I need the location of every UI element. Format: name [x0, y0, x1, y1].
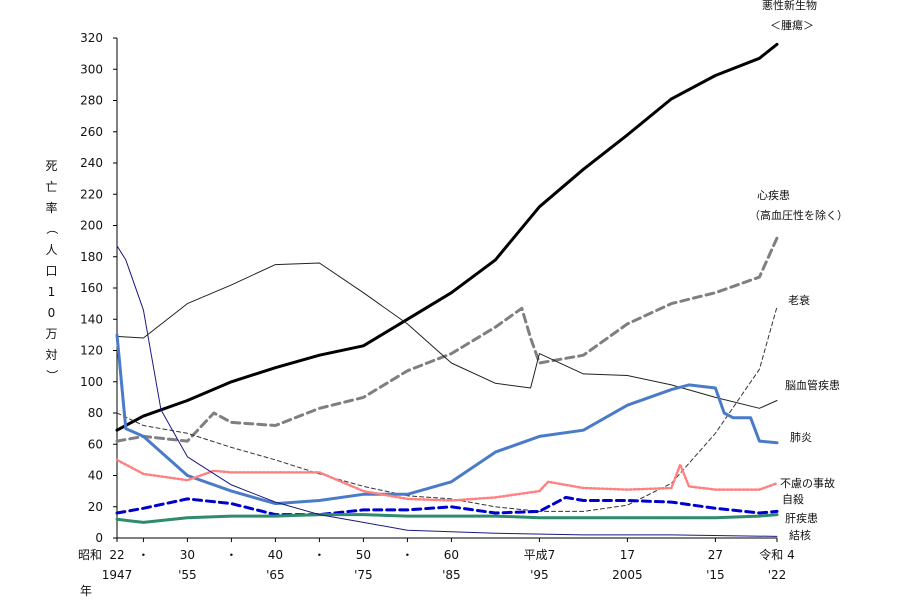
- series-line-2: [116, 306, 778, 512]
- y-axis-label-glyph: 口: [45, 264, 58, 278]
- x-tick-label-era: 60: [444, 548, 459, 562]
- y-tick-label: 300: [80, 62, 103, 76]
- y-tick-label: 320: [80, 31, 103, 45]
- x-tick-label-year: '15: [706, 568, 725, 582]
- y-axis-label-glyph: （: [45, 222, 59, 235]
- series-label-0: ＜腫瘍＞: [770, 18, 814, 32]
- x-tick-label-year: '22: [768, 568, 787, 582]
- y-tick-label: 0: [95, 531, 103, 545]
- series-label-3: 脳血管疾患: [785, 378, 840, 392]
- series-label-1: 心疾患: [757, 188, 790, 202]
- x-tick-label-era: ・: [137, 548, 149, 562]
- series-label-5: 不慮の事故: [780, 476, 835, 490]
- y-tick-label: 200: [80, 219, 103, 233]
- y-tick-label: 180: [80, 250, 103, 264]
- series-label-2: 老衰: [788, 293, 810, 307]
- y-tick-label: 220: [80, 187, 103, 201]
- x-tick-label-year: '55: [178, 568, 197, 582]
- y-tick-label: 40: [88, 469, 103, 483]
- series-lines: [115, 42, 779, 537]
- x-tick-label-era: 40: [268, 548, 283, 562]
- series-label-8: 結核: [789, 528, 811, 542]
- series-labels: 悪性新生物 ＜腫瘍＞ 心疾患 （高血圧性を除く） 老衰脳血管疾患肺炎不慮の事故自殺肝疾患…: [749, 0, 848, 542]
- series-label-0: 悪性新生物: [762, 0, 817, 12]
- y-axis-label-glyph: 亡: [45, 180, 58, 194]
- y-axis-label: 死亡率 （ 人口 1 0 万対 ）: [45, 159, 59, 383]
- x-tick-label-era: ・: [225, 548, 237, 562]
- series-line-8: [116, 245, 778, 537]
- y-axis-label-glyph: 率: [45, 200, 58, 215]
- x-tick-label-era: 22: [109, 548, 124, 562]
- x-tick-label-year: 2005: [612, 568, 643, 582]
- y-tick-label: 80: [88, 406, 103, 420]
- x-tick-label-era: 30: [180, 548, 195, 562]
- y-tick-label: 60: [88, 437, 103, 451]
- series-line-5: [115, 458, 779, 502]
- x-tick-label-era: 27: [708, 548, 723, 562]
- y-axis: 0 20 40 60 80 100 120 140 160 180 200 220 240 260 280 3…: [80, 31, 118, 545]
- x-tick-label-era: 17: [620, 548, 635, 562]
- x-tick-label-year: '65: [266, 568, 285, 582]
- y-axis-label-glyph: 0: [48, 306, 57, 320]
- y-tick-label: 140: [80, 312, 103, 326]
- y-axis-label-glyph: 対: [45, 348, 58, 362]
- x-tick-labels: 22 1947 ・ 30 '55 ・ 40 '65 ・ 50 '75 ・ 60 '85 平成7 '95 17 20…: [102, 538, 795, 582]
- y-tick-label: 240: [80, 156, 103, 170]
- series-line-4: [115, 333, 779, 506]
- x-axis-label: 年: [80, 584, 92, 598]
- x-tick-label-year: '85: [442, 568, 461, 582]
- y-axis-label-glyph: 死: [45, 159, 58, 173]
- y-tick-label: 160: [80, 281, 103, 295]
- y-axis-label-glyph: 1: [48, 285, 57, 299]
- x-tick-label-era: 令和 4: [759, 547, 794, 562]
- x-axis: 22 1947 ・ 30 '55 ・ 40 '65 ・ 50 '75 ・ 60 '85 平成7 '95 17 20…: [78, 537, 795, 598]
- series-label-1: （高血圧性を除く）: [749, 208, 848, 222]
- y-axis-label-glyph: 人: [45, 243, 58, 257]
- y-axis-label-glyph: ）: [45, 369, 59, 382]
- x-tick-label-era: ・: [313, 548, 325, 562]
- y-tick-label: 20: [88, 500, 103, 514]
- series-line-0: [115, 42, 779, 432]
- series-line-1: [115, 236, 779, 443]
- y-axis-label-glyph: 万: [45, 327, 58, 341]
- x-tick-label-era: 平成7: [524, 548, 556, 562]
- series-label-4: 肺炎: [790, 431, 812, 444]
- x-tick-label-year: '75: [354, 568, 373, 582]
- x-tick-label-year: 1947: [102, 568, 133, 582]
- series-label-6: 自殺: [782, 492, 804, 506]
- series-line-6: [115, 495, 779, 517]
- x-tick-label-year: '95: [530, 568, 549, 582]
- y-tick-label: 260: [80, 125, 103, 139]
- era-label: 昭和: [78, 548, 102, 562]
- series-label-7: 肝疾患: [785, 511, 818, 525]
- x-tick-label-era: ・: [401, 548, 413, 562]
- x-tick-label-era: 50: [356, 548, 371, 562]
- y-tick-label: 100: [80, 375, 103, 389]
- y-tick-label: 280: [80, 94, 103, 108]
- series-line-7: [115, 513, 779, 524]
- y-tick-label: 120: [80, 344, 103, 358]
- y-tick-labels: 0 20 40 60 80 100 120 140 160 180 200 220 240 260 280 3…: [80, 31, 117, 545]
